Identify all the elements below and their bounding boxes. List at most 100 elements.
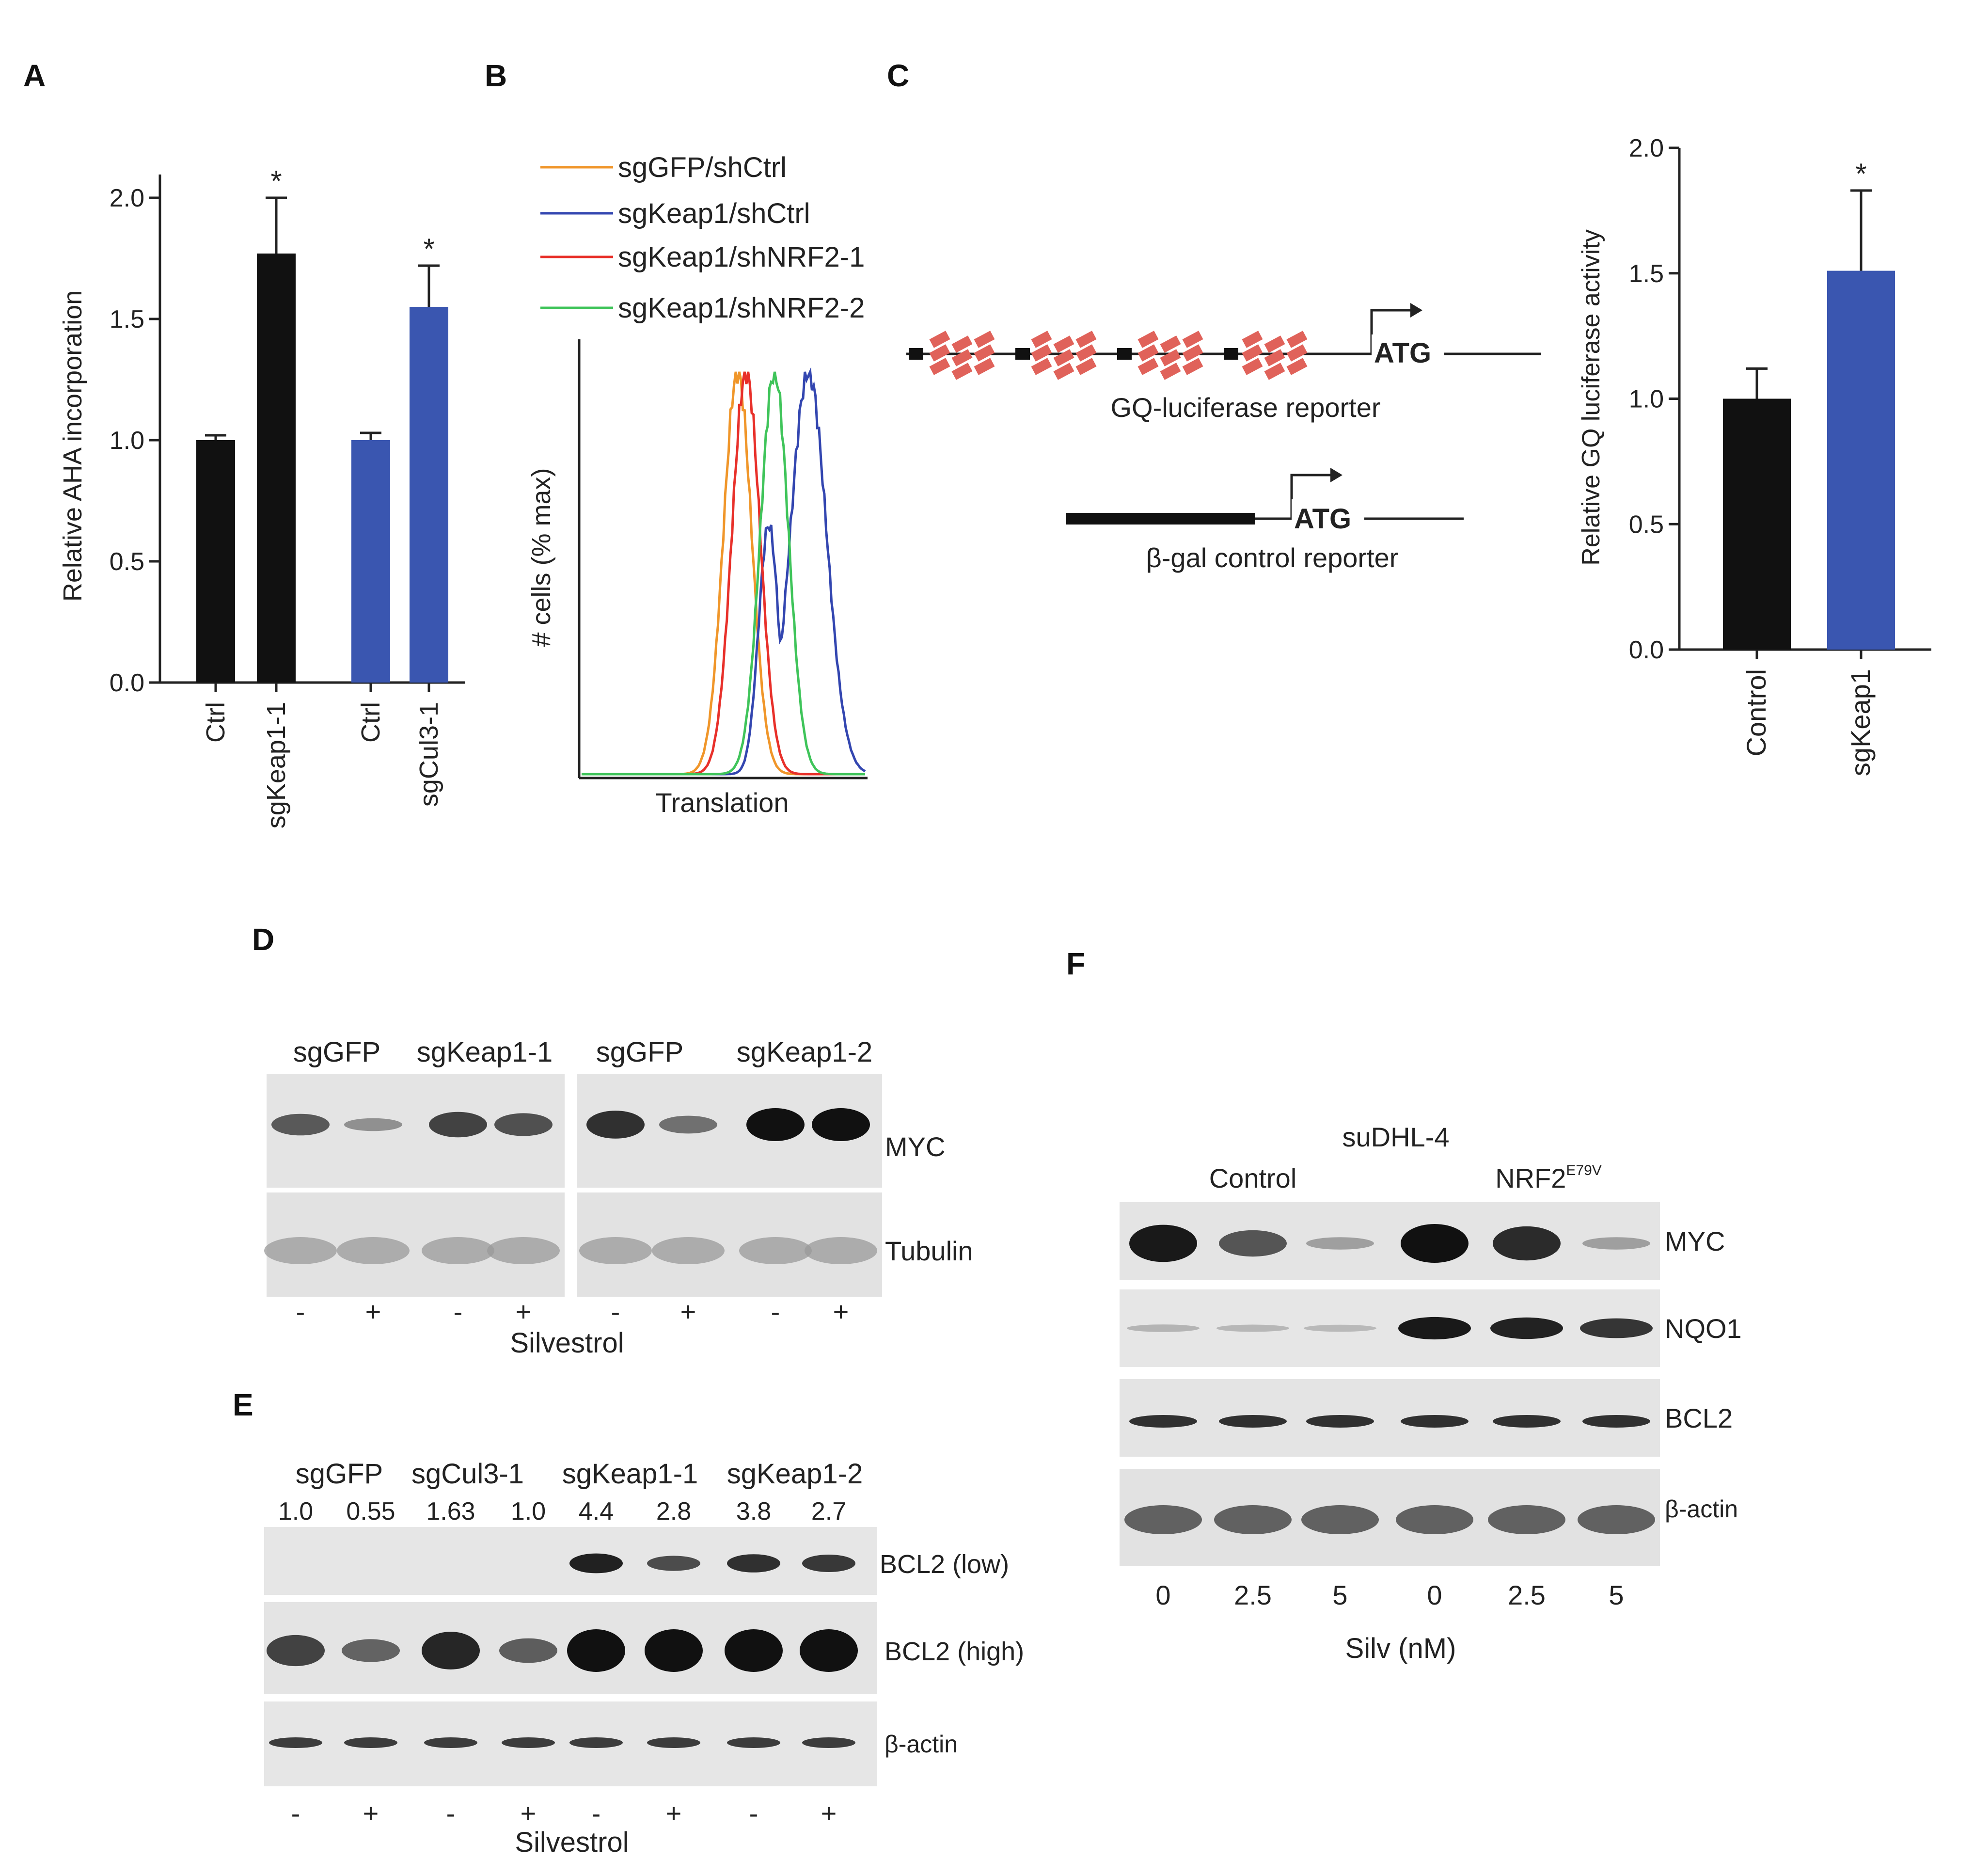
gq-motif-block — [1075, 358, 1097, 375]
panel-a-y-ticks: 0.0 0.5 1.0 1.5 2.0 — [110, 184, 160, 697]
gq-motif-block — [1053, 363, 1074, 380]
blot-f-actin-band — [1301, 1505, 1379, 1534]
blot-e-treatment-sign: + — [363, 1798, 379, 1828]
blot-f-row-label-myc: MYC — [1665, 1226, 1725, 1256]
blot-e-bcl2-low-band — [727, 1554, 780, 1573]
blot-e-actin-band — [424, 1737, 477, 1748]
blot-e-row-label-bcl2-low: BCL2 (low) — [880, 1550, 1009, 1579]
bar — [351, 440, 390, 683]
blot-f-bcl2-band — [1401, 1415, 1469, 1428]
panel-e-western-blot: sgGFP sgCul3-1 sgKeap1-1 sgKeap1-2 1.0 0.55 1… — [264, 1458, 1024, 1858]
histogram-curve — [582, 371, 865, 776]
panel-e-treatment-signs: - + - + - + - + — [291, 1798, 837, 1828]
gal-atg-background — [1292, 499, 1364, 533]
gq-motif-block — [951, 349, 973, 366]
panel-label-a: A — [23, 58, 46, 93]
y-tick-label: 0.0 — [110, 669, 144, 697]
blot-f-actin-band — [1488, 1505, 1565, 1534]
blot-e-ratio: 0.55 — [346, 1497, 395, 1526]
blot-f-nqo1-band — [1216, 1324, 1289, 1332]
blot-d-group-label: sgKeap1-2 — [737, 1036, 873, 1068]
blot-e-bcl2-high-band — [422, 1632, 480, 1669]
bar — [196, 440, 235, 683]
blot-d-group-label: sgGFP — [293, 1036, 381, 1068]
blot-d-myc-band — [812, 1108, 870, 1141]
panel-b-curves — [582, 367, 866, 776]
panel-b-x-axis-label: Translation — [656, 787, 789, 818]
gq-promoter-arrowhead — [1410, 303, 1422, 318]
panel-label-b: B — [485, 58, 507, 93]
blot-f-nqo1-band — [1398, 1317, 1471, 1340]
gq-motif-block — [929, 344, 950, 362]
gq-motif-block — [1137, 331, 1159, 348]
category-label: sgKeap1-1 — [262, 702, 291, 828]
gq-motif-block — [1242, 331, 1263, 348]
y-tick-label: 2.0 — [110, 184, 144, 212]
blot-f-group-nrf2: NRF2E79V — [1495, 1162, 1602, 1193]
gq-motif-block — [1286, 344, 1308, 362]
blot-e-bcl2-low-band — [569, 1553, 623, 1574]
blot-e-bcl2-high-band — [267, 1635, 325, 1667]
blot-e-ratio: 3.8 — [736, 1497, 771, 1526]
panel-c-bars: * — [1723, 158, 1895, 659]
blot-f-dose-label: 2.5 — [1234, 1580, 1272, 1610]
gq-motif-block — [1031, 344, 1052, 362]
gq-motif-block — [1182, 331, 1203, 348]
category-label: sgKeap1 — [1845, 669, 1876, 776]
gq-motif-block — [951, 363, 973, 380]
blot-d-group-label: sgGFP — [596, 1036, 684, 1068]
blot-f-nqo1-band — [1127, 1324, 1200, 1332]
blot-d-treatment-sign: + — [680, 1296, 696, 1327]
blot-d-group-label: sgKeap1-1 — [417, 1036, 553, 1068]
blot-e-treatment-sign: + — [821, 1798, 837, 1828]
blot-e-ratio: 4.4 — [579, 1497, 614, 1526]
gq-motif-block — [1264, 349, 1285, 366]
blot-e-actin-band — [802, 1737, 855, 1748]
panel-c-y-ticks: 0.0 0.5 1.0 1.5 2.0 — [1629, 134, 1679, 664]
linker-block — [1117, 348, 1132, 360]
blot-e-bcl2-high-band — [645, 1629, 703, 1672]
blot-e-group-label: sgKeap1-1 — [562, 1458, 698, 1490]
blot-f-myc-band — [1219, 1230, 1287, 1257]
category-label: Control — [1741, 669, 1771, 757]
blot-e-ratio: 1.63 — [426, 1497, 475, 1526]
gal-promoter-block — [1066, 513, 1255, 525]
blot-f-row-label-bcl2: BCL2 — [1665, 1403, 1733, 1433]
blot-e-bcl2-high-band — [342, 1639, 400, 1662]
y-tick-label: 1.5 — [1629, 260, 1664, 288]
blot-e-actin-band — [344, 1737, 397, 1748]
blot-f-actin-band — [1124, 1505, 1202, 1534]
panel-label-c: C — [887, 58, 909, 93]
panel-d-treatment-signs: - + - + - + - + — [296, 1296, 849, 1327]
blot-f-actin-band — [1214, 1505, 1292, 1534]
gq-atg-label: ATG — [1374, 337, 1431, 369]
bar — [410, 307, 448, 683]
gal-atg-label: ATG — [1294, 503, 1351, 535]
category-label: Ctrl — [356, 702, 385, 743]
y-tick-label: 0.0 — [1629, 636, 1664, 664]
gal-promoter-arrowhead — [1330, 468, 1342, 482]
blot-e-bcl2-high-band — [567, 1629, 625, 1672]
blot-d-treatment-sign: - — [771, 1296, 780, 1327]
gq-motif-block — [1137, 344, 1159, 362]
panel-a-bar-chart: Relative AHA incorporation 0.0 0.5 1.0 1.5 2… — [58, 165, 465, 828]
blot-d-tubulin-band — [579, 1237, 652, 1264]
blot-d-treatment-sign: - — [611, 1296, 620, 1327]
panel-b-legend: sgGFP/shCtrl sgKeap1/shCtrl sgKeap1/shNRF2… — [540, 152, 865, 324]
blot-e-ratio: 2.7 — [811, 1497, 846, 1526]
panel-label-e: E — [233, 1387, 253, 1422]
blot-f-myc-band — [1582, 1237, 1650, 1250]
blot-e-row-label-actin: β-actin — [884, 1731, 958, 1758]
blot-f-row-label-nqo1: NQO1 — [1665, 1313, 1742, 1344]
panel-a-category-labels: Ctrl sgKeap1-1 Ctrl sgCul3-1 — [201, 702, 443, 828]
panel-label-f: F — [1066, 946, 1085, 981]
blot-e-actin-band — [502, 1737, 555, 1748]
blot-e-actin-band — [569, 1737, 623, 1748]
blot-f-myc-band — [1493, 1226, 1561, 1261]
legend-label: sgKeap1/shCtrl — [618, 198, 810, 229]
gq-motif-block — [974, 344, 995, 362]
blot-d-tubulin-band — [487, 1237, 560, 1264]
panel-b-histogram: sgGFP/shCtrl sgKeap1/shCtrl sgKeap1/shNRF2… — [527, 152, 868, 818]
blot-d-treatment-label: Silvestrol — [510, 1327, 624, 1359]
blot-d-treatment-sign: - — [296, 1296, 305, 1327]
